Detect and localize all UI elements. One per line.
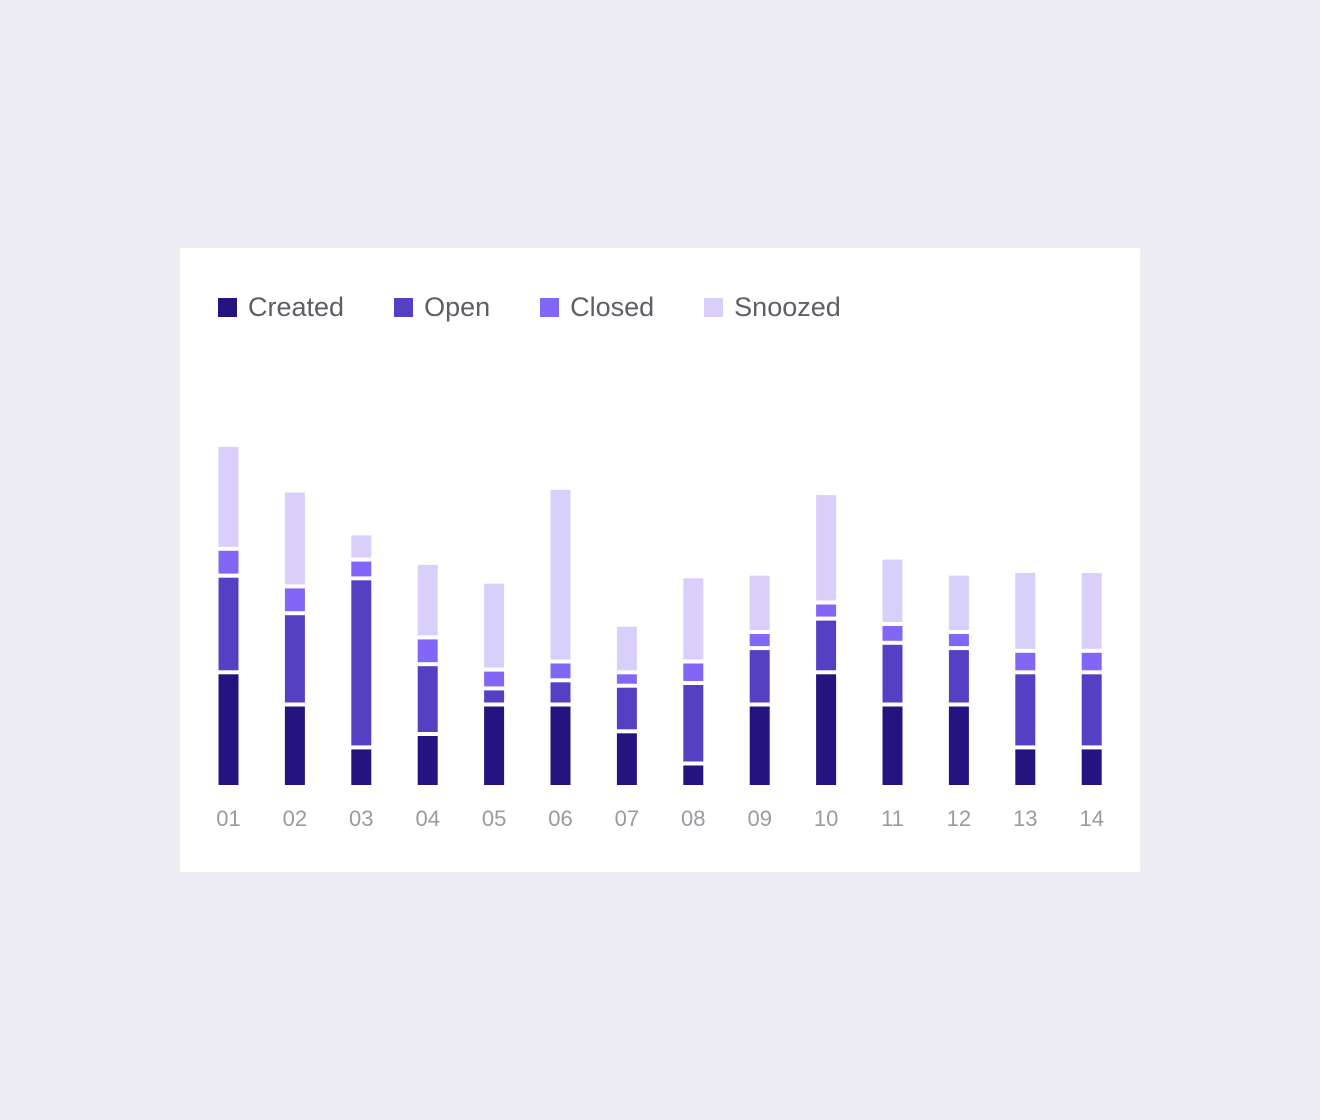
bar-open-06 xyxy=(550,682,571,703)
bar-snoozed-09 xyxy=(749,575,770,631)
legend-item-created[interactable]: Created xyxy=(218,290,344,324)
bar-closed-05 xyxy=(484,671,505,687)
x-tick-label: 05 xyxy=(482,806,506,831)
bar-created-04 xyxy=(417,736,438,785)
bar-closed-10 xyxy=(816,604,837,617)
bar-snoozed-08 xyxy=(683,578,704,660)
legend-label-snoozed: Snoozed xyxy=(734,292,841,322)
bar-open-08 xyxy=(683,685,704,762)
bar-open-09 xyxy=(749,650,770,703)
bar-created-07 xyxy=(616,733,637,785)
bar-snoozed-10 xyxy=(816,495,837,601)
bar-closed-08 xyxy=(683,663,704,681)
bar-snoozed-02 xyxy=(284,492,305,585)
bar-created-12 xyxy=(948,706,969,785)
bar-closed-01 xyxy=(218,550,239,574)
bar-created-10 xyxy=(816,674,837,785)
bar-closed-04 xyxy=(417,639,438,663)
bar-created-14 xyxy=(1081,749,1102,785)
legend-label-created: Created xyxy=(248,292,345,322)
bar-snoozed-14 xyxy=(1081,573,1102,649)
legend-item-open[interactable]: Open xyxy=(394,290,490,324)
legend-swatch-snoozed xyxy=(704,297,724,317)
bar-created-13 xyxy=(1015,749,1036,785)
bar-snoozed-13 xyxy=(1015,573,1036,649)
bar-snoozed-11 xyxy=(882,559,903,622)
legend-swatch-closed xyxy=(540,297,560,317)
legend-swatch-open xyxy=(394,297,414,317)
bar-open-02 xyxy=(284,615,305,703)
bar-snoozed-01 xyxy=(218,446,239,547)
x-tick-label: 03 xyxy=(349,806,373,831)
bar-created-05 xyxy=(484,706,505,785)
legend-item-snoozed[interactable]: Snoozed xyxy=(704,290,841,324)
bar-open-11 xyxy=(882,644,903,703)
x-tick-label: 07 xyxy=(615,806,639,831)
bar-closed-14 xyxy=(1081,652,1102,671)
bar-closed-06 xyxy=(550,663,571,679)
bar-closed-07 xyxy=(616,674,637,684)
bar-closed-02 xyxy=(284,588,305,612)
x-tick-label: 14 xyxy=(1079,806,1103,831)
bar-open-12 xyxy=(948,650,969,703)
bar-created-03 xyxy=(351,749,372,785)
chart-legend: Created Open Closed Snoozed xyxy=(218,290,891,324)
bar-snoozed-12 xyxy=(948,575,969,631)
bar-open-01 xyxy=(218,577,239,671)
x-tick-label: 04 xyxy=(415,806,439,831)
bar-open-14 xyxy=(1081,674,1102,746)
bar-snoozed-07 xyxy=(616,626,637,671)
x-tick-label: 08 xyxy=(681,806,705,831)
x-tick-label: 02 xyxy=(283,806,307,831)
chart-card: Created Open Closed Snoozed 01 02 03 04 05 06… xyxy=(180,248,1140,872)
bar-open-05 xyxy=(484,690,505,703)
bar-snoozed-04 xyxy=(417,564,438,636)
bar-created-06 xyxy=(550,706,571,785)
bar-closed-09 xyxy=(749,634,770,647)
x-tick-label: 01 xyxy=(216,806,240,831)
bar-open-13 xyxy=(1015,674,1036,746)
x-tick-label: 09 xyxy=(747,806,771,831)
x-tick-label: 12 xyxy=(947,806,971,831)
bar-snoozed-06 xyxy=(550,489,571,660)
legend-item-closed[interactable]: Closed xyxy=(540,290,654,324)
x-tick-label: 10 xyxy=(814,806,838,831)
x-tick-label: 13 xyxy=(1013,806,1037,831)
legend-label-open: Open xyxy=(424,292,491,322)
bar-open-10 xyxy=(816,620,837,671)
bar-snoozed-03 xyxy=(351,535,372,558)
legend-label-closed: Closed xyxy=(570,292,655,322)
bar-closed-12 xyxy=(948,634,969,647)
x-tick-label: 11 xyxy=(881,806,904,831)
bar-created-11 xyxy=(882,706,903,785)
bar-closed-13 xyxy=(1015,652,1036,671)
bar-created-01 xyxy=(218,674,239,785)
bar-closed-11 xyxy=(882,626,903,641)
legend-swatch-created xyxy=(218,297,237,317)
bar-open-07 xyxy=(616,687,637,730)
bar-created-08 xyxy=(683,765,704,785)
stacked-bar-chart: 01 02 03 04 05 06 07 08 09 10 11 12 13 14 xyxy=(216,446,1104,831)
bar-created-09 xyxy=(749,706,770,785)
bar-closed-03 xyxy=(351,561,372,577)
bar-created-02 xyxy=(284,706,305,785)
bar-snoozed-05 xyxy=(484,583,505,668)
bar-open-03 xyxy=(351,580,372,746)
x-tick-label: 06 xyxy=(548,806,572,831)
bar-open-04 xyxy=(417,666,438,732)
